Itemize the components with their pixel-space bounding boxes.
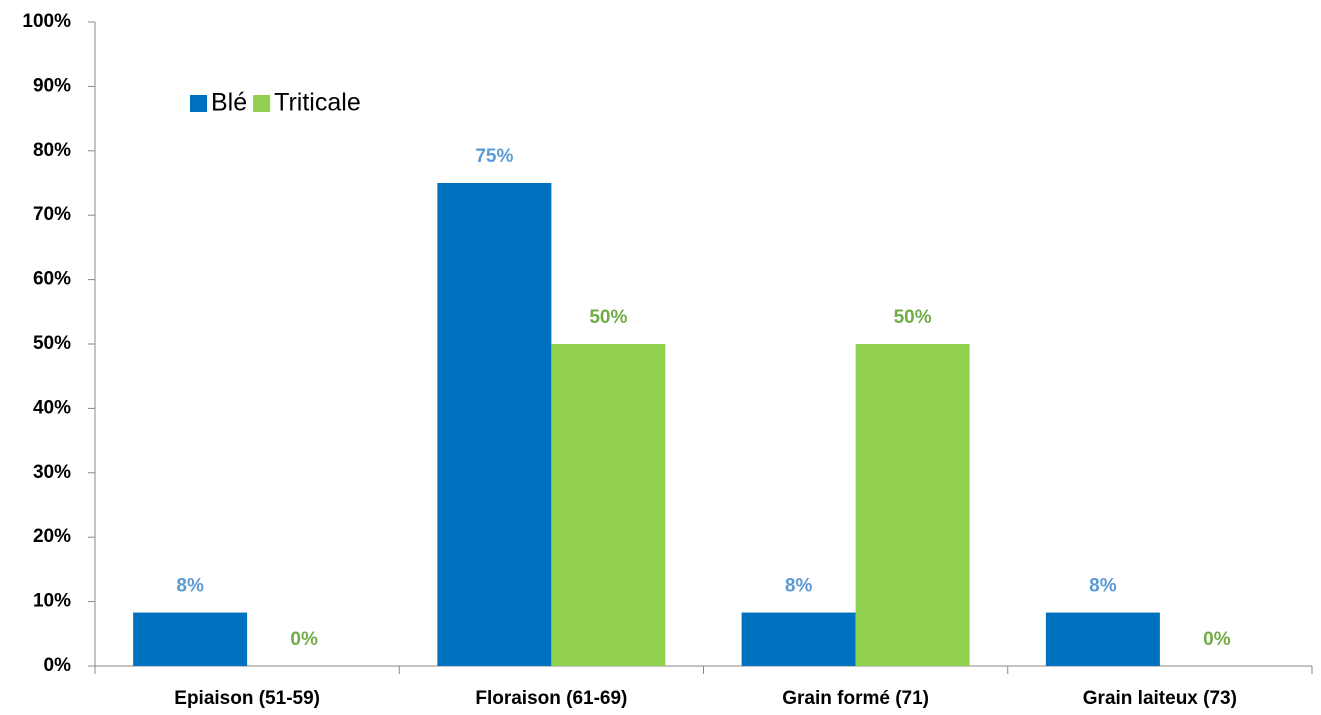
value-label: 50% — [894, 307, 932, 328]
y-tick-label: 20% — [33, 526, 71, 547]
legend-swatch — [190, 95, 207, 112]
value-label: 8% — [1089, 576, 1117, 597]
y-tick-label: 10% — [33, 591, 71, 612]
bar — [855, 344, 970, 666]
legend-label: Blé — [211, 89, 247, 117]
y-tick-label: 40% — [33, 397, 71, 418]
legend-swatch — [253, 95, 271, 112]
y-tick-label: 30% — [33, 462, 71, 483]
value-label: 8% — [785, 576, 813, 597]
y-tick-label: 100% — [22, 11, 71, 32]
x-tick-label: Epiaison (51-59) — [174, 688, 320, 709]
bar — [1045, 612, 1160, 666]
y-tick-label: 50% — [33, 333, 71, 354]
value-label: 0% — [290, 629, 318, 650]
y-tick-label: 90% — [33, 75, 71, 96]
y-tick-label: 70% — [33, 204, 71, 225]
value-label: 75% — [475, 146, 513, 167]
x-tick-label: Grain formé (71) — [782, 688, 929, 709]
y-tick-label: 80% — [33, 140, 71, 161]
x-tick-label: Floraison (61-69) — [475, 688, 627, 709]
bar — [437, 183, 552, 666]
bar — [551, 344, 666, 666]
value-label: 8% — [176, 576, 204, 597]
y-tick-label: 60% — [33, 269, 71, 290]
bar — [133, 612, 248, 666]
bar — [741, 612, 856, 666]
legend-label: Triticale — [274, 89, 361, 117]
x-tick-label: Grain laiteux (73) — [1083, 688, 1237, 709]
value-label: 0% — [1203, 629, 1231, 650]
value-label: 50% — [589, 307, 627, 328]
y-tick-label: 0% — [44, 655, 72, 676]
